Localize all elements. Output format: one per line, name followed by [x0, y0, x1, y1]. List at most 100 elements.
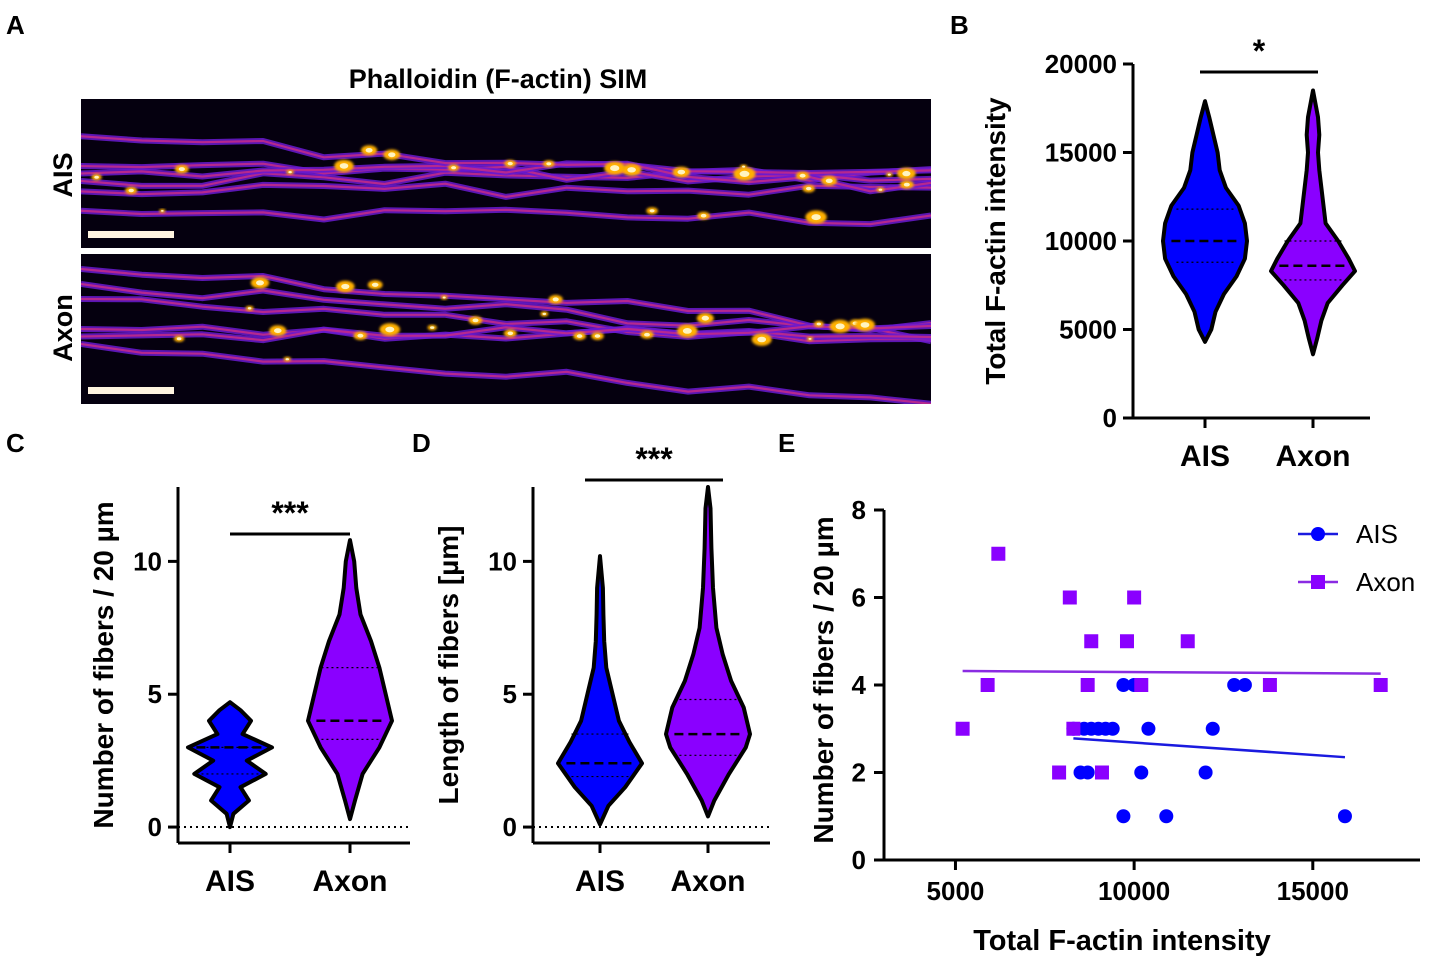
y-tick-label: 0 [852, 845, 866, 875]
fiber-hotspot-core [430, 326, 435, 329]
panel-d: D 0 5 10 Length of fibers [µm] AIS Axon *** [412, 428, 770, 898]
y-axis-title: Number of fibers / 20 µm [88, 501, 119, 828]
legend-label-axon: Axon [1356, 567, 1415, 597]
data-point-axon [1080, 678, 1095, 692]
fiber-hotspot-core [472, 318, 479, 323]
fiber-hotspot-core [700, 213, 707, 218]
chart-c: 0 5 10 Number of fibers / 20 µm AIS Axon *** [88, 487, 410, 898]
fiber-hotspot-core [887, 173, 891, 176]
x-tick-label-axon: Axon [1276, 440, 1351, 473]
fiber-hotspot-core [178, 167, 185, 172]
data-point-axon [1084, 634, 1099, 649]
data-point-ais [1227, 678, 1242, 692]
y-tick-label: 10 [488, 546, 517, 576]
x-tick-label: 15000 [1277, 876, 1349, 906]
panel-a: A Phalloidin (F-actin) SIM AIS Axon [6, 10, 931, 404]
fiber-hotspot-core [808, 338, 812, 340]
y-tick-label: 2 [852, 758, 866, 788]
y-tick-label: 20000 [1045, 49, 1117, 79]
fiber-hotspot-core [799, 173, 806, 178]
data-point-axon [955, 721, 970, 736]
panel-letter-d: D [412, 428, 431, 458]
fiber-hotspot-core [682, 328, 692, 334]
data-point-axon [1127, 590, 1142, 605]
y-tick-label: 8 [852, 495, 866, 525]
chart-d: 0 5 10 Length of fibers [µm] AIS Axon *** [433, 441, 770, 898]
data-point-ais [1205, 721, 1220, 736]
y-axis-title: Length of fibers [µm] [433, 525, 464, 804]
fiber-hotspot-core [274, 328, 282, 334]
fiber-hotspot-core [388, 152, 396, 158]
y-tick-label: 15000 [1045, 138, 1117, 168]
fiber-hotspot-core [385, 326, 395, 333]
fit-line-ais [1073, 737, 1346, 759]
violin-ais [556, 554, 644, 827]
fiber-hotspot-core [811, 214, 821, 221]
data-point-axon [1134, 678, 1149, 692]
fiber-hotspot-core [835, 323, 845, 330]
data-point-ais [1198, 765, 1213, 780]
data-point-ais [1134, 765, 1149, 780]
fiber-core [81, 162, 931, 178]
data-point-ais [1141, 721, 1156, 736]
fiber-hotspot-core [757, 336, 767, 343]
fiber-hotspot-core [247, 307, 252, 310]
fiber-hotspot-core [576, 334, 583, 338]
data-point-axon [1373, 678, 1388, 692]
data-point-axon [1180, 634, 1195, 649]
data-point-ais [1105, 721, 1120, 736]
axon-scale-bar [88, 387, 174, 394]
panel-b: B 0 5000 10000 15000 20000 Total F-actin inte… [950, 10, 1370, 473]
fiber-hotspot-core [627, 167, 636, 173]
fiber-hotspot-core [902, 170, 911, 177]
panel-c: C 0 5 10 Number of fibers / 20 µm AIS Axon *** [6, 428, 410, 898]
fiber-hotspot-core [644, 332, 650, 337]
fiber-hotspot-core [677, 169, 686, 175]
y-tick-label: 10 [133, 546, 162, 576]
fiber-core [81, 182, 931, 198]
panel-a-title: Phalloidin (F-actin) SIM [349, 64, 648, 94]
x-tick-label-axon: Axon [671, 865, 746, 898]
legend-marker [1311, 527, 1325, 541]
significance-label: * [1253, 33, 1266, 69]
axon-sim-image [81, 266, 931, 404]
data-point-axon [1119, 634, 1134, 649]
row-label-axon: Axon [48, 294, 78, 362]
y-tick-label: 0 [148, 812, 162, 842]
fiber-hotspot-core [128, 188, 134, 193]
fiber-hotspot-core [94, 175, 99, 179]
y-axis-title: Total F-actin intensity [980, 97, 1011, 385]
fiber-core [81, 324, 931, 342]
fiber-hotspot-core [552, 297, 559, 302]
data-point-axon [1052, 765, 1067, 780]
fiber-core [81, 297, 931, 343]
y-tick-label: 0 [503, 812, 517, 842]
x-tick-label: 10000 [1098, 876, 1170, 906]
x-tick-label-ais: AIS [205, 865, 255, 898]
x-tick-label: 5000 [927, 876, 985, 906]
data-point-axon [1066, 721, 1081, 736]
fiber-hotspot-core [451, 166, 457, 170]
fiber-core [81, 267, 931, 332]
fiber-hotspot-core [339, 163, 349, 169]
data-point-ais [1237, 678, 1252, 692]
fiber-hotspot-core [507, 161, 513, 166]
violin-axon [1269, 88, 1357, 357]
fiber-hotspot-core [285, 358, 289, 361]
data-point-axon [1094, 765, 1109, 780]
y-axis-title: Number of fibers / 20 µm [808, 516, 839, 843]
panel-letter-e: E [778, 428, 795, 458]
fiber-core [81, 208, 931, 226]
data-point-ais [1116, 809, 1131, 824]
fiber-hotspot-core [742, 165, 746, 168]
fiber-hotspot-core [288, 171, 292, 174]
fiber-core [81, 342, 931, 404]
y-tick-label: 4 [852, 670, 867, 700]
fit-line-axon [962, 669, 1381, 675]
fiber-hotspot-core [357, 333, 364, 338]
chart-b: 0 5000 10000 15000 20000 Total F-actin intens… [980, 33, 1370, 473]
fiber-hotspot-core [816, 322, 821, 326]
x-tick-label-ais: AIS [575, 865, 625, 898]
data-point-axon [991, 546, 1006, 561]
fiber-hotspot-core [507, 331, 514, 336]
